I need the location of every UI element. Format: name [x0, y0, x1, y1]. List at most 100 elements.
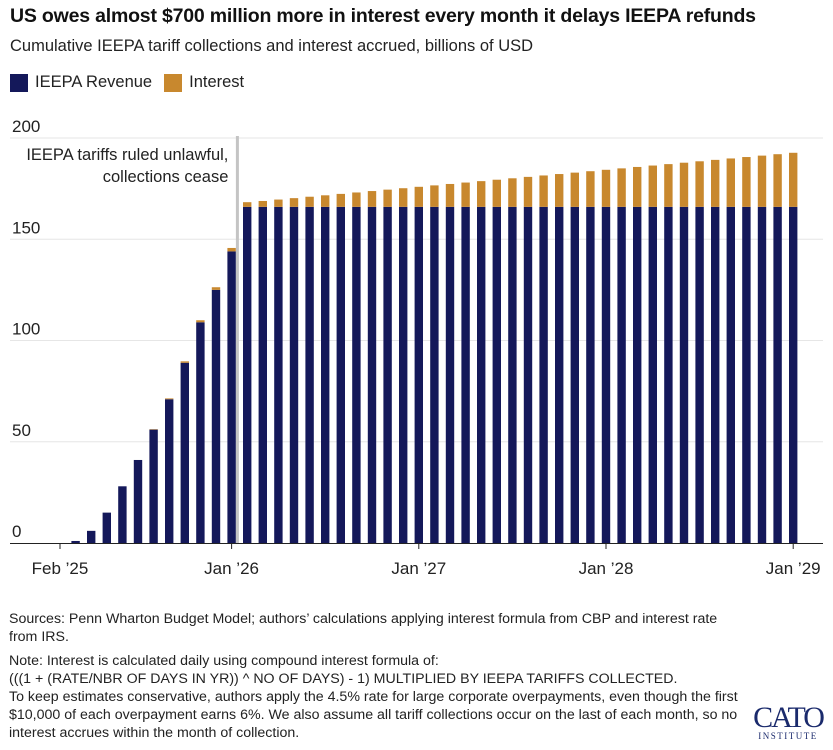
bar-revenue	[180, 362, 189, 543]
legend-item-revenue: IEEPA Revenue	[10, 73, 152, 92]
bar-interest	[477, 181, 486, 207]
bar-revenue	[555, 206, 564, 543]
chart-title: US owes almost $700 million more in inte…	[10, 5, 756, 27]
bar-interest	[336, 193, 345, 207]
bar-revenue	[289, 206, 299, 543]
bar-revenue	[679, 206, 689, 543]
bar-interest	[789, 152, 798, 207]
bar-interest	[289, 198, 299, 207]
bar-revenue	[321, 206, 330, 543]
bar-interest	[430, 185, 439, 207]
bar-revenue	[445, 206, 455, 543]
bar-interest	[695, 161, 704, 207]
bar-interest	[461, 182, 470, 207]
bar-interest	[399, 188, 408, 207]
bar-revenue	[492, 206, 501, 543]
bar-revenue	[789, 206, 798, 543]
bar-interest	[679, 162, 689, 207]
bar-interest	[757, 155, 767, 207]
bar-revenue	[414, 206, 423, 543]
bar-interest	[367, 191, 377, 207]
bar-interest	[773, 154, 782, 207]
bar-revenue	[274, 206, 283, 543]
bar-interest	[414, 186, 423, 207]
bar-interest	[570, 172, 579, 207]
x-tick-label: Jan ’29	[766, 559, 821, 578]
bar-revenue	[352, 206, 361, 543]
y-tick-label: 100	[12, 320, 40, 339]
bar-revenue	[773, 206, 782, 543]
y-tick-label: 200	[12, 117, 40, 136]
bar-revenue	[133, 459, 143, 543]
bar-interest	[180, 361, 189, 363]
legend-swatch-interest	[164, 73, 183, 92]
legend: IEEPA Revenue Interest	[10, 73, 256, 92]
bar-interest	[633, 166, 642, 207]
bar-revenue	[399, 206, 408, 543]
bar-revenue	[87, 530, 96, 543]
bar-revenue	[570, 206, 579, 543]
bar-revenue	[461, 206, 470, 543]
bar-interest	[227, 247, 236, 252]
bar-interest	[726, 158, 735, 207]
bar-revenue	[726, 206, 735, 543]
annotation-text-line: collections cease	[103, 168, 229, 186]
bar-interest	[383, 189, 392, 207]
bar-interest	[211, 287, 221, 290]
bar-revenue	[586, 206, 595, 543]
bar-interest	[664, 164, 673, 207]
bar-revenue	[149, 429, 158, 543]
bar-interest	[711, 159, 720, 207]
bar-interest	[243, 202, 252, 207]
bar-revenue	[118, 486, 127, 543]
bar-interest	[601, 169, 611, 207]
bar-revenue	[243, 206, 252, 543]
bar-revenue	[648, 206, 657, 543]
bar-interest	[196, 320, 205, 323]
bar-interest	[321, 195, 330, 207]
bar-interest	[508, 178, 517, 207]
bar-revenue	[601, 206, 611, 543]
x-tick-label: Jan ’28	[579, 559, 634, 578]
bar-interest	[617, 168, 626, 207]
bar-interest	[742, 157, 751, 207]
bar-interest	[445, 183, 455, 207]
x-tick-label: Jan ’27	[391, 559, 446, 578]
x-tick-label: Feb ’25	[32, 559, 89, 578]
annotation-text-line: IEEPA tariffs ruled unlawful,	[26, 146, 228, 164]
bar-interest	[648, 165, 657, 207]
y-tick-label: 50	[12, 421, 31, 440]
y-tick-label: 0	[12, 522, 21, 541]
legend-swatch-revenue	[10, 73, 28, 92]
note-line-2: (((1 + (RATE/NBR OF DAYS IN YR)) ^ NO OF…	[9, 671, 678, 687]
legend-item-interest: Interest	[164, 73, 244, 92]
bar-interest	[352, 192, 361, 207]
bar-revenue	[211, 289, 221, 543]
bar-revenue	[71, 540, 80, 543]
bar-interest	[523, 176, 533, 207]
logo-text: CATO	[753, 701, 825, 734]
bar-interest	[492, 179, 501, 207]
legend-label-revenue: IEEPA Revenue	[35, 73, 153, 91]
cato-institute-logo: CATO INSTITUTE	[752, 701, 825, 742]
chart-notes: Sources: Penn Wharton Budget Model; auth…	[9, 610, 739, 742]
bar-interest	[539, 175, 548, 207]
bar-revenue	[367, 206, 377, 543]
bar-revenue	[695, 206, 704, 543]
sources-text: Sources: Penn Wharton Budget Model; auth…	[9, 611, 718, 645]
bar-interest	[165, 398, 174, 400]
logo-subtext: INSTITUTE	[758, 731, 818, 741]
bar-interest	[305, 196, 314, 207]
bar-revenue	[711, 206, 720, 543]
bar-revenue	[383, 206, 392, 543]
legend-label-interest: Interest	[189, 73, 245, 91]
bar-revenue	[227, 251, 236, 543]
bar-revenue	[430, 206, 439, 543]
bar-revenue	[102, 512, 111, 543]
stacked-bar-chart: 0 50 100 150 200 Feb ’25 Jan ’26 Jan ’27 Jan ’28…	[10, 117, 823, 578]
bar-revenue	[664, 206, 673, 543]
bar-revenue	[477, 206, 486, 543]
bar-revenue	[757, 206, 767, 543]
bar-revenue	[523, 206, 533, 543]
note-line-3: To keep estimates conservative, authors …	[9, 689, 738, 741]
